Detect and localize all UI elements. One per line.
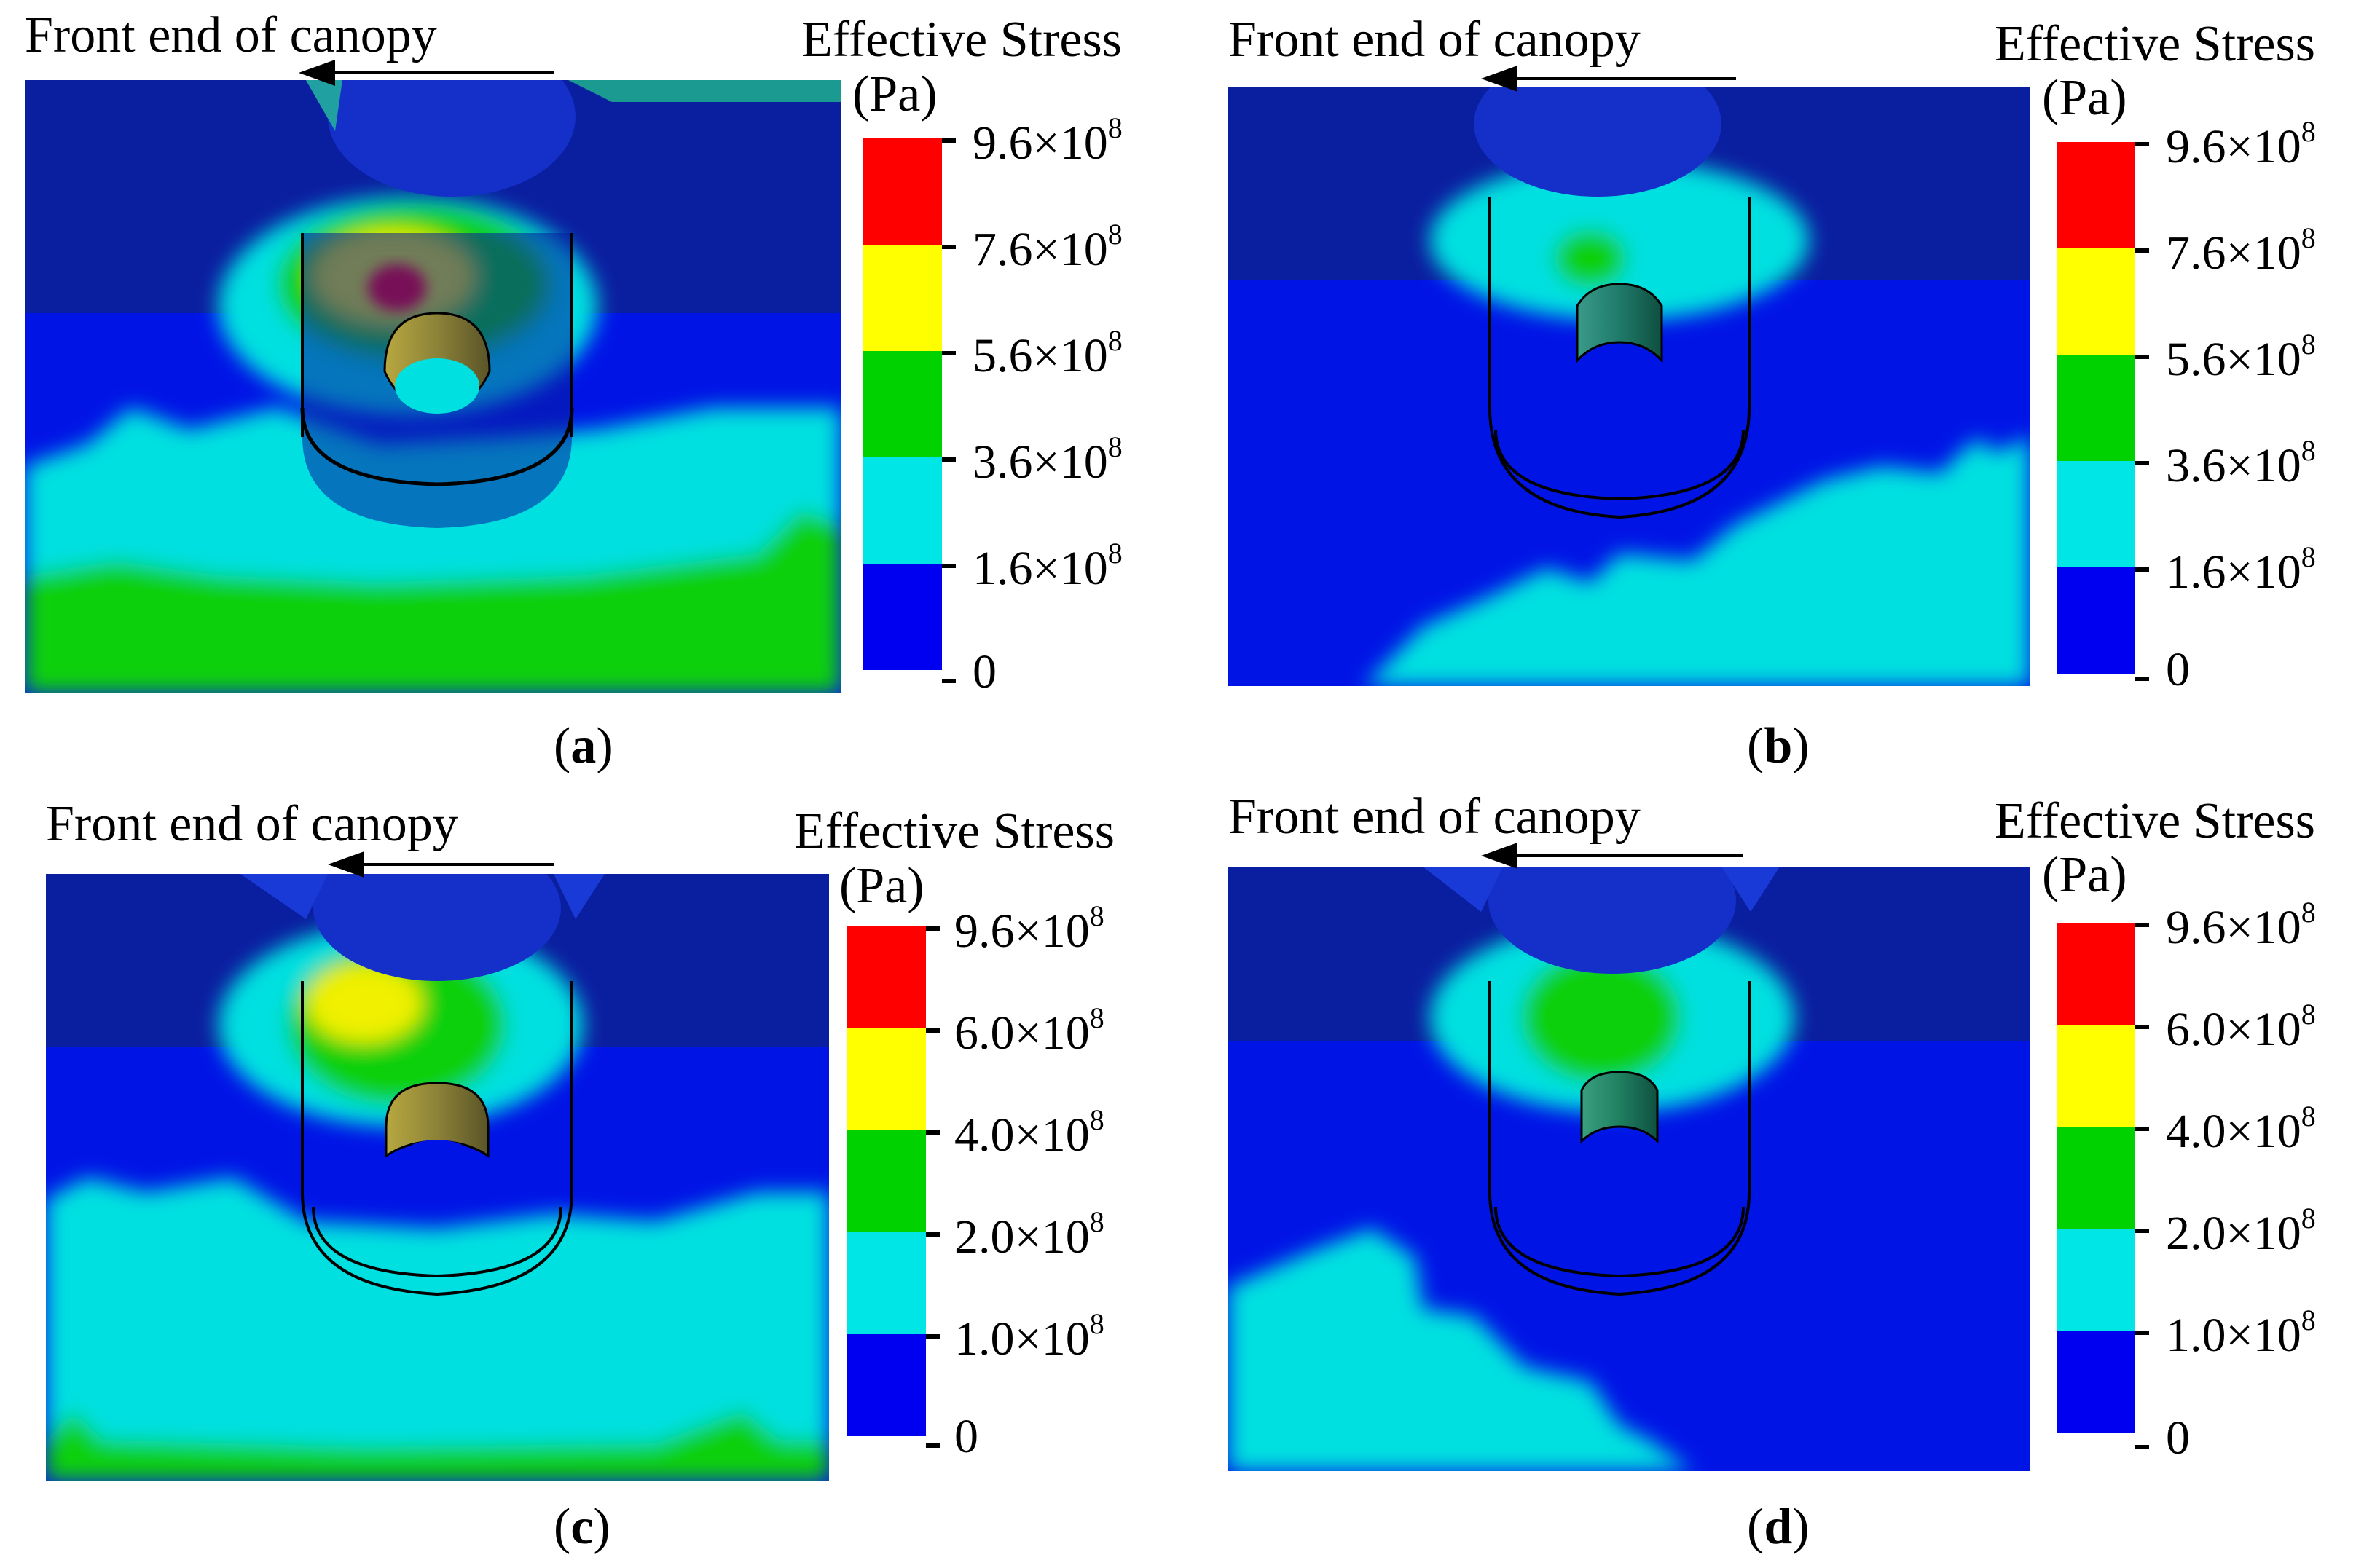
front-arrow-c [328,851,554,878]
stress-contour-plot-a [25,60,956,693]
legend-unit: (Pa) [839,858,924,914]
front-arrow-a [299,60,554,86]
contour-field-d [1228,867,2030,1471]
legend-tick: 0 [954,1410,978,1463]
panel-caption: (c) [554,1499,610,1555]
front-end-label: Front end of canopy [46,796,458,852]
legend-bar-d [2057,923,2149,1449]
legend-tick: 3.6×108 [973,430,1123,489]
legend-tick: 0 [973,645,997,698]
front-end-label: Front end of canopy [1228,12,1641,68]
panel-a: Front end of canopy Effective Stress (Pa… [0,0,1182,784]
stress-contour-plot-b [1228,66,2149,686]
panel-caption: (a) [554,718,613,774]
legend-tick: 9.6×108 [2166,115,2316,173]
panel-caption: (d) [1747,1499,1810,1555]
legend-title: Effective Stress [1995,16,2315,72]
contour-field-a [25,80,841,693]
legend-tick: 1.0×108 [2166,1304,2316,1362]
front-end-label: Front end of canopy [25,7,437,63]
legend-tick: 6.0×108 [954,1001,1104,1060]
panel-c: Front end of canopy Effective Stress (Pa… [0,784,1182,1568]
legend-tick: 2.0×108 [2166,1202,2316,1260]
legend-title: Effective Stress [801,12,1122,68]
legend-tick: 5.6×108 [2166,328,2316,386]
panel-d: Front end of canopy Effective Stress (Pa… [1182,784,2364,1568]
legend-bar-a [863,138,956,683]
legend-tick: 6.0×108 [2166,998,2316,1056]
legend-tick: 1.6×108 [973,537,1123,595]
front-end-label: Front end of canopy [1228,789,1641,845]
legend-tick: 2.0×108 [954,1205,1104,1264]
stress-contour-plot-d [1228,843,2149,1471]
legend-tick: 9.6×108 [973,111,1123,170]
contour-field-b [1228,87,2030,686]
legend-unit: (Pa) [2042,70,2127,126]
legend-title: Effective Stress [794,803,1115,859]
legend-bar-b [2057,142,2149,681]
legend-tick: 9.6×108 [954,899,1104,958]
panel-b: Front end of canopy Effective Stress (Pa… [1182,0,2364,784]
legend-tick: 7.6×108 [973,218,1123,276]
front-arrow-b [1481,66,1736,92]
legend-tick: 7.6×108 [2166,221,2316,280]
legend-tick: 4.0×108 [954,1103,1104,1162]
stress-contour-plot-c [46,851,940,1481]
legend-tick: 4.0×108 [2166,1100,2316,1158]
legend-tick: 5.6×108 [973,324,1123,382]
front-arrow-d [1481,843,1743,869]
legend-tick: 0 [2166,1411,2190,1465]
legend-tick: 1.6×108 [2166,540,2316,599]
legend-tick: 9.6×108 [2166,896,2316,954]
legend-tick: 0 [2166,643,2190,696]
legend-tick: 3.6×108 [2166,434,2316,492]
legend-bar-c [847,926,940,1448]
legend-title: Effective Stress [1995,793,2315,849]
panel-caption: (b) [1747,718,1810,774]
legend-tick: 1.0×108 [954,1307,1104,1366]
legend-unit: (Pa) [852,66,938,122]
legend-unit: (Pa) [2042,847,2127,903]
contour-field-c [46,874,829,1481]
